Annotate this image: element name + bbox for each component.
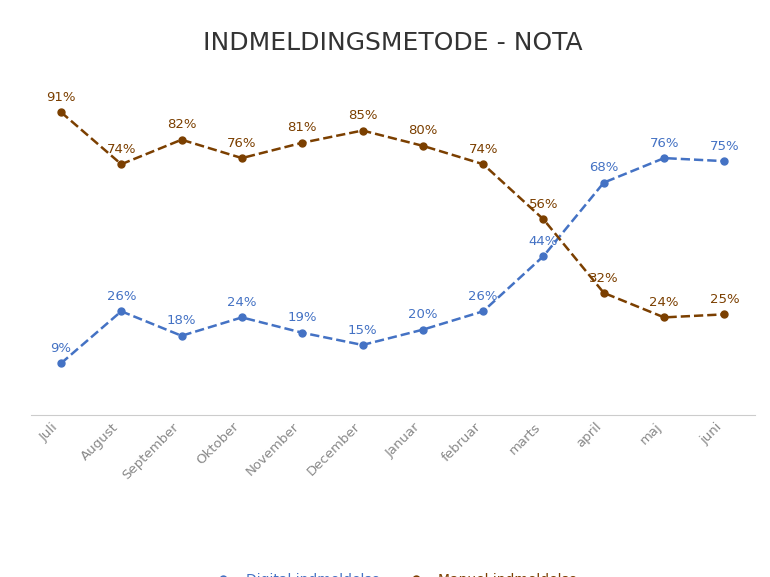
- Text: 56%: 56%: [529, 198, 558, 211]
- Manuel indmeldelse: [660, 314, 669, 321]
- Text: 74%: 74%: [106, 143, 136, 156]
- Digital indmeldelse: [539, 253, 548, 260]
- Text: 74%: 74%: [468, 143, 498, 156]
- Text: 24%: 24%: [227, 296, 256, 309]
- Digital indmeldelse: [660, 155, 669, 162]
- Text: 25%: 25%: [710, 293, 739, 306]
- Manuel indmeldelse: [237, 155, 246, 162]
- Text: 15%: 15%: [348, 324, 377, 336]
- Digital indmeldelse: [358, 342, 367, 349]
- Text: 91%: 91%: [46, 91, 75, 104]
- Text: 76%: 76%: [649, 137, 679, 150]
- Line: Manuel indmeldelse: Manuel indmeldelse: [58, 108, 728, 321]
- Text: 68%: 68%: [589, 161, 618, 174]
- Text: 44%: 44%: [529, 235, 558, 248]
- Manuel indmeldelse: [297, 139, 306, 146]
- Digital indmeldelse: [177, 332, 186, 339]
- Digital indmeldelse: [56, 360, 65, 367]
- Digital indmeldelse: [117, 308, 126, 314]
- Text: 18%: 18%: [167, 314, 196, 328]
- Text: 24%: 24%: [649, 296, 679, 309]
- Manuel indmeldelse: [539, 216, 548, 223]
- Manuel indmeldelse: [720, 311, 729, 318]
- Text: 85%: 85%: [348, 109, 377, 122]
- Text: 32%: 32%: [589, 272, 618, 284]
- Manuel indmeldelse: [358, 127, 367, 134]
- Digital indmeldelse: [237, 314, 246, 321]
- Manuel indmeldelse: [479, 161, 488, 168]
- Manuel indmeldelse: [418, 143, 427, 149]
- Text: 80%: 80%: [408, 125, 437, 137]
- Text: 26%: 26%: [468, 290, 498, 303]
- Text: 81%: 81%: [287, 121, 317, 134]
- Digital indmeldelse: [599, 179, 608, 186]
- Manuel indmeldelse: [117, 161, 126, 168]
- Manuel indmeldelse: [177, 136, 186, 143]
- Text: 26%: 26%: [106, 290, 136, 303]
- Digital indmeldelse: [720, 158, 729, 164]
- Line: Digital indmeldelse: Digital indmeldelse: [58, 155, 728, 367]
- Digital indmeldelse: [297, 329, 306, 336]
- Text: 20%: 20%: [408, 308, 437, 321]
- Digital indmeldelse: [418, 326, 427, 333]
- Text: 82%: 82%: [167, 118, 196, 132]
- Title: INDMELDINGSMETODE - NOTA: INDMELDINGSMETODE - NOTA: [203, 31, 583, 55]
- Manuel indmeldelse: [56, 108, 65, 115]
- Text: 75%: 75%: [710, 140, 739, 153]
- Digital indmeldelse: [479, 308, 488, 314]
- Text: 76%: 76%: [227, 137, 256, 150]
- Text: 9%: 9%: [51, 342, 72, 355]
- Text: 19%: 19%: [287, 312, 317, 324]
- Legend: Digital indmeldelse, Manuel indmeldelse: Digital indmeldelse, Manuel indmeldelse: [203, 568, 583, 577]
- Manuel indmeldelse: [599, 290, 608, 297]
